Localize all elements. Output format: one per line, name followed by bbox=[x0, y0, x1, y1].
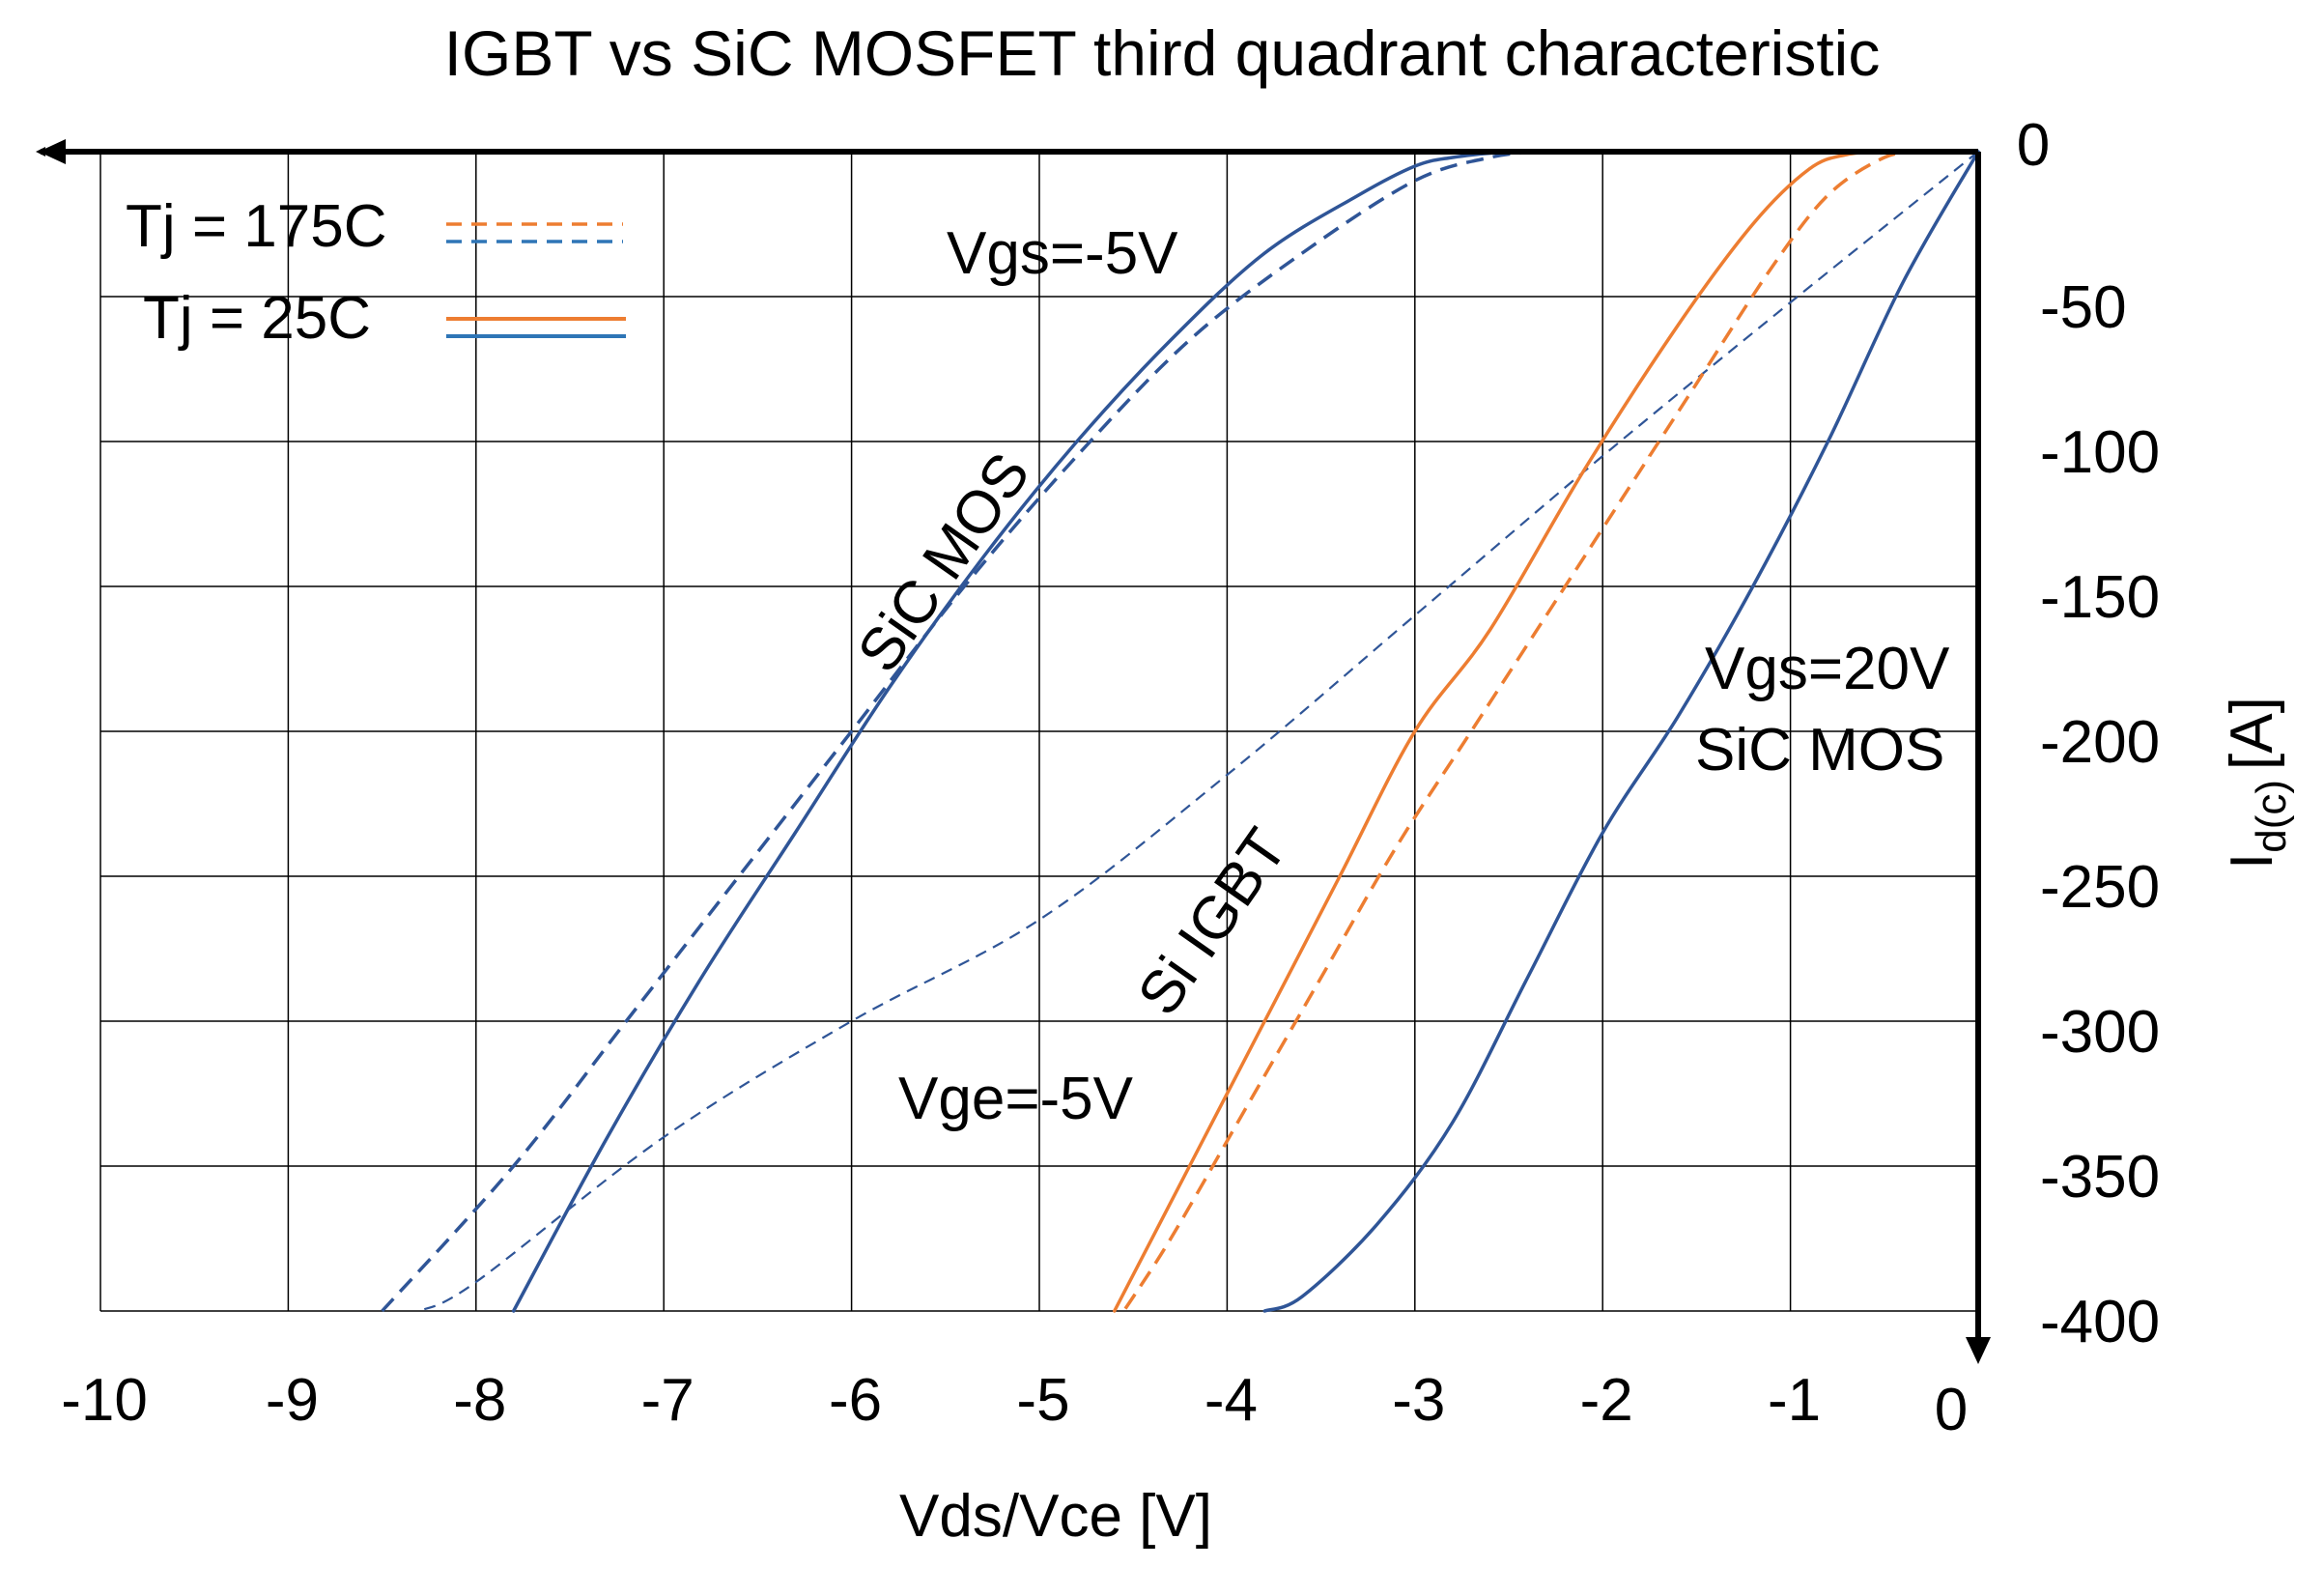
annotation-vgs-20: Vgs=20V bbox=[1705, 636, 1950, 702]
series-layer bbox=[381, 149, 1980, 1313]
x-tick-label-2: -8 bbox=[453, 1367, 506, 1434]
y-tick-label-4: -200 bbox=[2040, 709, 2160, 776]
x-axis-label: Vds/Vce [V] bbox=[899, 1483, 1212, 1550]
y-axis-label-main: I bbox=[2219, 853, 2285, 869]
series-line-5 bbox=[1122, 150, 1922, 1312]
x-tick-label-10: 0 bbox=[1935, 1377, 1968, 1443]
annotation-sic-mos-1: SiC MOS bbox=[845, 442, 1043, 684]
x-axis-arrow bbox=[39, 139, 66, 164]
y-axis-label-sub: d(c) bbox=[2248, 780, 2295, 853]
annotation-sic-mos-2: SiC MOS bbox=[1695, 717, 1944, 784]
y-axis-label-unit: [A] bbox=[2219, 697, 2285, 770]
legend-label-175c: Tj = 175C bbox=[126, 193, 387, 260]
x-tick-label-4: -6 bbox=[829, 1367, 882, 1434]
annotation-vgs-neg5: Vgs=-5V bbox=[947, 220, 1178, 287]
x-tick-label-0: -10 bbox=[61, 1367, 148, 1434]
series-line-3 bbox=[418, 151, 1979, 1312]
y-tick-label-6: -300 bbox=[2040, 999, 2160, 1066]
x-tick-label-5: -5 bbox=[1016, 1367, 1069, 1434]
annotation-si-igbt: Si IGBT bbox=[1125, 817, 1300, 1027]
annotation-vge-neg5: Vge=-5V bbox=[898, 1066, 1134, 1132]
y-tick-label-0: 0 bbox=[2017, 112, 2050, 179]
axes bbox=[36, 139, 1991, 1364]
x-tick-label-1: -9 bbox=[266, 1367, 319, 1434]
y-axis-label: Id(c) [A] bbox=[2219, 697, 2295, 869]
legend-label-25c: Tj = 25C bbox=[143, 285, 371, 352]
x-tick-labels: -10 -9 -8 -7 -6 -5 -4 -3 -2 -1 0 bbox=[61, 1367, 1968, 1443]
chart-title: IGBT vs SiC MOSFET third quadrant charac… bbox=[444, 17, 1881, 89]
x-tick-label-6: -4 bbox=[1205, 1367, 1258, 1434]
x-tick-label-7: -3 bbox=[1392, 1367, 1445, 1434]
y-tick-labels: 0 -50 -100 -150 -200 -250 -300 -350 -400 bbox=[2017, 112, 2160, 1355]
series-line-0 bbox=[511, 149, 1539, 1313]
x-tick-label-9: -1 bbox=[1768, 1367, 1821, 1434]
y-tick-label-7: -350 bbox=[2040, 1144, 2160, 1211]
y-tick-label-5: -250 bbox=[2040, 854, 2160, 921]
series-line-1 bbox=[381, 150, 1538, 1313]
x-tick-label-8: -2 bbox=[1580, 1367, 1633, 1434]
legend: Tj = 175C Tj = 25C bbox=[126, 193, 626, 352]
x-tick-label-3: -7 bbox=[641, 1367, 694, 1434]
y-tick-label-8: -400 bbox=[2040, 1289, 2160, 1355]
y-tick-label-2: -100 bbox=[2040, 419, 2160, 486]
y-tick-label-1: -50 bbox=[2040, 274, 2127, 341]
y-tick-label-3: -150 bbox=[2040, 564, 2160, 631]
series-line-4 bbox=[1113, 150, 1886, 1313]
y-axis-arrow bbox=[1966, 1337, 1991, 1364]
series-line-2 bbox=[1262, 150, 1980, 1313]
